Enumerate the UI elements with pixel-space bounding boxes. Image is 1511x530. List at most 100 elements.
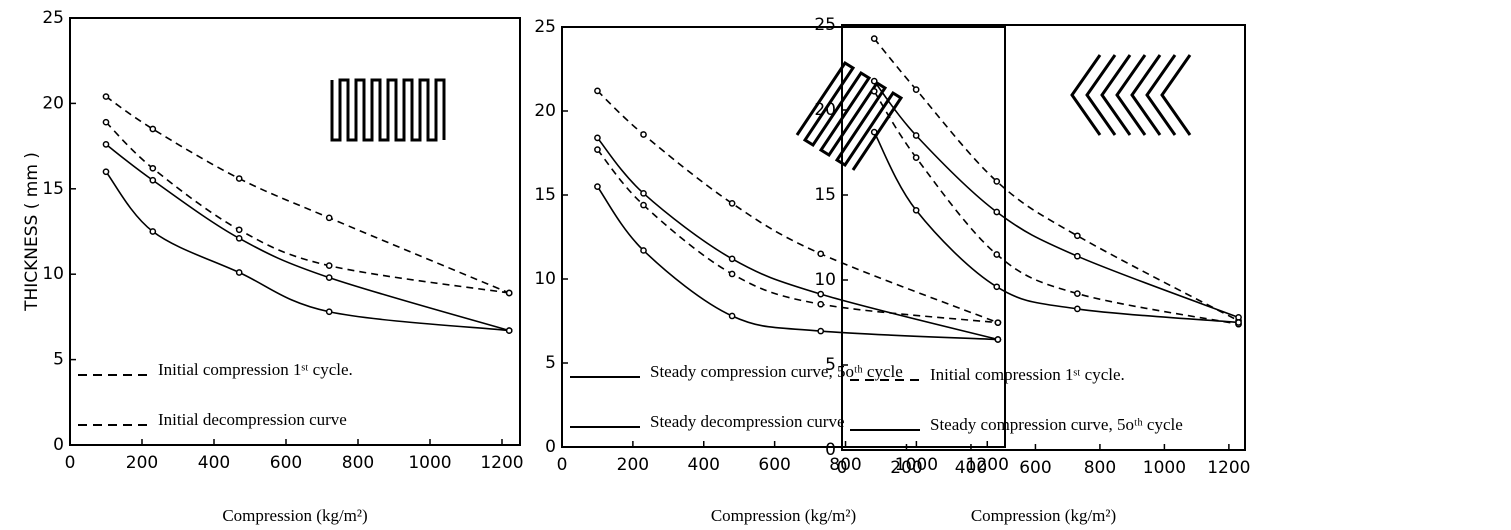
x-axis-label: Compression (kg/m²) bbox=[711, 506, 856, 525]
curve bbox=[596, 149, 998, 324]
plot-frame bbox=[561, 26, 1006, 448]
data-point bbox=[102, 141, 110, 148]
x-tick-label: 400 bbox=[198, 453, 230, 473]
y-tick-label: 25 bbox=[814, 15, 836, 35]
x-tick-label: 400 bbox=[688, 455, 720, 475]
data-point bbox=[870, 87, 878, 95]
plot-frame bbox=[69, 17, 521, 446]
data-point bbox=[594, 87, 601, 95]
y-tick-label: 15 bbox=[814, 185, 836, 205]
data-point bbox=[912, 132, 920, 139]
data-point bbox=[728, 255, 736, 263]
data-point bbox=[505, 327, 513, 334]
y-tick-label: 5 bbox=[53, 350, 64, 370]
data-point bbox=[870, 128, 878, 136]
curve bbox=[873, 131, 1239, 324]
y-tick-label: 25 bbox=[42, 8, 64, 28]
legend-label: Steady compression curve, 5oᵗʰ cycle bbox=[930, 415, 1183, 434]
data-point bbox=[1074, 290, 1081, 297]
x-tick-label: 0 bbox=[557, 455, 568, 475]
data-point bbox=[993, 178, 1001, 185]
data-point bbox=[594, 134, 601, 142]
x-tick-label: 1000 bbox=[1143, 458, 1186, 478]
y-tick-label: 0 bbox=[53, 435, 64, 455]
data-point bbox=[149, 228, 157, 235]
data-point bbox=[505, 289, 513, 297]
x-tick-label: 1000 bbox=[408, 453, 451, 473]
data-point bbox=[1074, 305, 1081, 313]
data-point bbox=[817, 290, 825, 298]
data-point bbox=[994, 319, 1002, 327]
legend-label: Steady decompression curve bbox=[650, 412, 845, 431]
data-point bbox=[102, 93, 110, 100]
data-point bbox=[640, 247, 647, 254]
x-tick-label: 800 bbox=[1084, 458, 1116, 478]
data-point bbox=[325, 274, 333, 281]
data-point bbox=[912, 86, 920, 93]
curve bbox=[105, 143, 510, 332]
curve bbox=[105, 95, 510, 294]
x-tick-label: 1200 bbox=[480, 453, 523, 473]
data-point bbox=[994, 336, 1002, 343]
weave-icon bbox=[330, 54, 1192, 171]
data-point bbox=[993, 283, 1001, 291]
x-tick-label: 400 bbox=[955, 458, 987, 478]
x-tick-label: 0 bbox=[65, 453, 76, 473]
curve bbox=[873, 38, 1239, 322]
x-axis-label: Compression (kg/m²) bbox=[222, 506, 367, 525]
y-axis-label: THICKNESS ( mm ) bbox=[22, 152, 42, 312]
data-point bbox=[728, 312, 736, 320]
data-point bbox=[325, 308, 333, 316]
data-point bbox=[1074, 232, 1081, 240]
y-tick-label: 5 bbox=[825, 355, 836, 375]
data-point bbox=[870, 77, 878, 85]
curve bbox=[596, 90, 999, 324]
x-tick-label: 1200 bbox=[1207, 458, 1250, 478]
x-tick-label: 800 bbox=[342, 453, 374, 473]
x-tick-label: 800 bbox=[829, 455, 861, 475]
data-point bbox=[1235, 319, 1242, 326]
data-point bbox=[728, 270, 736, 278]
curve bbox=[596, 186, 998, 341]
curve bbox=[873, 80, 1239, 319]
x-tick-label: 200 bbox=[617, 455, 649, 475]
x-tick-label: 1000 bbox=[895, 455, 938, 475]
y-tick-label: 25 bbox=[534, 17, 556, 37]
data-point bbox=[640, 189, 647, 197]
y-tick-label: 15 bbox=[42, 179, 64, 199]
y-tick-label: 20 bbox=[534, 101, 556, 121]
data-point bbox=[912, 206, 920, 214]
y-tick-label: 10 bbox=[534, 269, 556, 289]
data-point bbox=[594, 146, 601, 153]
y-tick-label: 15 bbox=[534, 185, 556, 205]
data-point bbox=[1074, 252, 1081, 260]
legend-label: Initial compression 1ˢᵗ cycle. bbox=[158, 360, 353, 379]
data-point bbox=[149, 125, 157, 133]
data-point bbox=[325, 262, 333, 270]
x-tick-label: 600 bbox=[270, 453, 302, 473]
plot-frame bbox=[841, 24, 1246, 451]
data-point bbox=[993, 251, 1001, 258]
y-tick-label: 5 bbox=[545, 353, 556, 373]
curve bbox=[105, 121, 510, 294]
data-point bbox=[640, 201, 647, 209]
y-tick-label: 20 bbox=[42, 93, 64, 113]
y-tick-label: 10 bbox=[814, 270, 836, 290]
y-tick-label: 0 bbox=[825, 440, 836, 460]
legend-label: Steady compression curve, 5oᵗʰ cycle bbox=[650, 362, 903, 381]
curve bbox=[596, 137, 999, 341]
data-point bbox=[235, 269, 243, 276]
x-tick-label: 1200 bbox=[966, 455, 1009, 475]
data-point bbox=[817, 327, 825, 335]
data-point bbox=[102, 168, 110, 176]
curve bbox=[105, 171, 510, 332]
data-point bbox=[149, 176, 157, 184]
data-point bbox=[728, 200, 736, 207]
data-point bbox=[235, 175, 243, 182]
y-tick-label: 20 bbox=[814, 100, 836, 120]
data-point bbox=[149, 164, 157, 172]
